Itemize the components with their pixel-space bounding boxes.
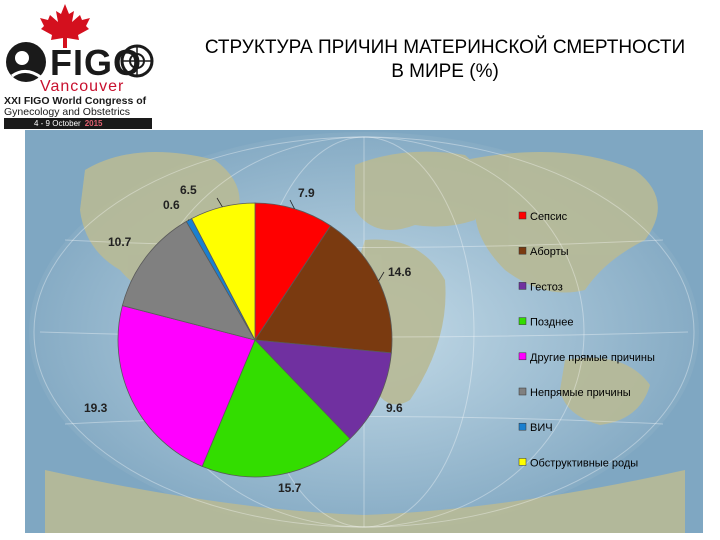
- legend-swatch-8: [518, 458, 527, 466]
- figo-logo: FIGO Vancouver XXI FIGO World Congress o…: [0, 0, 160, 132]
- legend-swatch-6: [518, 387, 527, 396]
- pie-slice-5: [117, 305, 256, 467]
- legend-swatch-3: [518, 282, 527, 290]
- data-label-1: 7.9: [298, 186, 315, 200]
- pie-slice-3: [253, 339, 392, 440]
- legend-label-8: Обструктивные роды: [530, 457, 638, 469]
- slide-title: СТРУКТУРА ПРИЧИН МАТЕРИНСКОЙ СМЕРТНОСТИ …: [180, 36, 710, 84]
- data-label-4: 15.7: [278, 481, 302, 495]
- pie-slice-2: [254, 225, 393, 354]
- legend-label-4: Позднее: [530, 317, 573, 329]
- legend-label-1: Сепсис: [530, 211, 568, 223]
- data-label-6: 10.7: [108, 235, 132, 249]
- leader-line-2: [378, 271, 385, 282]
- data-label-3: 9.6: [386, 401, 403, 415]
- leader-line-1: [289, 199, 295, 209]
- logo-year: 2015: [84, 119, 103, 128]
- logo-city: Vancouver: [40, 78, 125, 95]
- figo-emblem-icon: [6, 42, 46, 82]
- legend-label-6: Непрямые причины: [530, 387, 631, 399]
- logo-subject-line: Gynecology and Obstetrics: [4, 106, 131, 118]
- logo-date-bar: 4 - 9 October 2015: [4, 118, 152, 129]
- data-label-7: 0.6: [163, 198, 180, 212]
- maple-leaf-icon: [40, 4, 90, 48]
- legend-label-7: ВИЧ: [530, 422, 553, 434]
- legend-swatch-4: [518, 317, 527, 325]
- legend-label-2: Аборты: [530, 246, 569, 258]
- logo-congress-line: XXI FIGO World Congress of: [4, 95, 147, 107]
- legend-label-3: Гестоз: [530, 281, 563, 293]
- legend-swatch-1: [518, 211, 527, 220]
- legend-swatch-7: [518, 422, 527, 431]
- data-label-2: 14.6: [388, 265, 412, 279]
- legend-swatch-5: [518, 352, 527, 361]
- figo-wordmark: FIGO: [4, 38, 154, 92]
- pie-slice-6: [121, 220, 256, 341]
- pie-slice-4: [201, 339, 351, 478]
- logo-dates: 4 - 9 October: [34, 119, 81, 128]
- pie-slice-8: [191, 202, 256, 341]
- data-label-8: 6.5: [180, 183, 197, 197]
- data-label-5: 19.3: [84, 401, 108, 415]
- legend-swatch-2: [518, 246, 527, 255]
- title-line-2: В МИРЕ (%): [391, 61, 499, 82]
- figo-brand-text: FIGO: [50, 42, 142, 83]
- globe-emblem-icon: [120, 44, 154, 78]
- legend-label-5: Другие прямые причины: [530, 352, 655, 364]
- pie-slice-1: [254, 202, 332, 342]
- leader-line-8: [216, 197, 223, 208]
- title-line-1: СТРУКТУРА ПРИЧИН МАТЕРИНСКОЙ СМЕРТНОСТИ: [204, 37, 686, 58]
